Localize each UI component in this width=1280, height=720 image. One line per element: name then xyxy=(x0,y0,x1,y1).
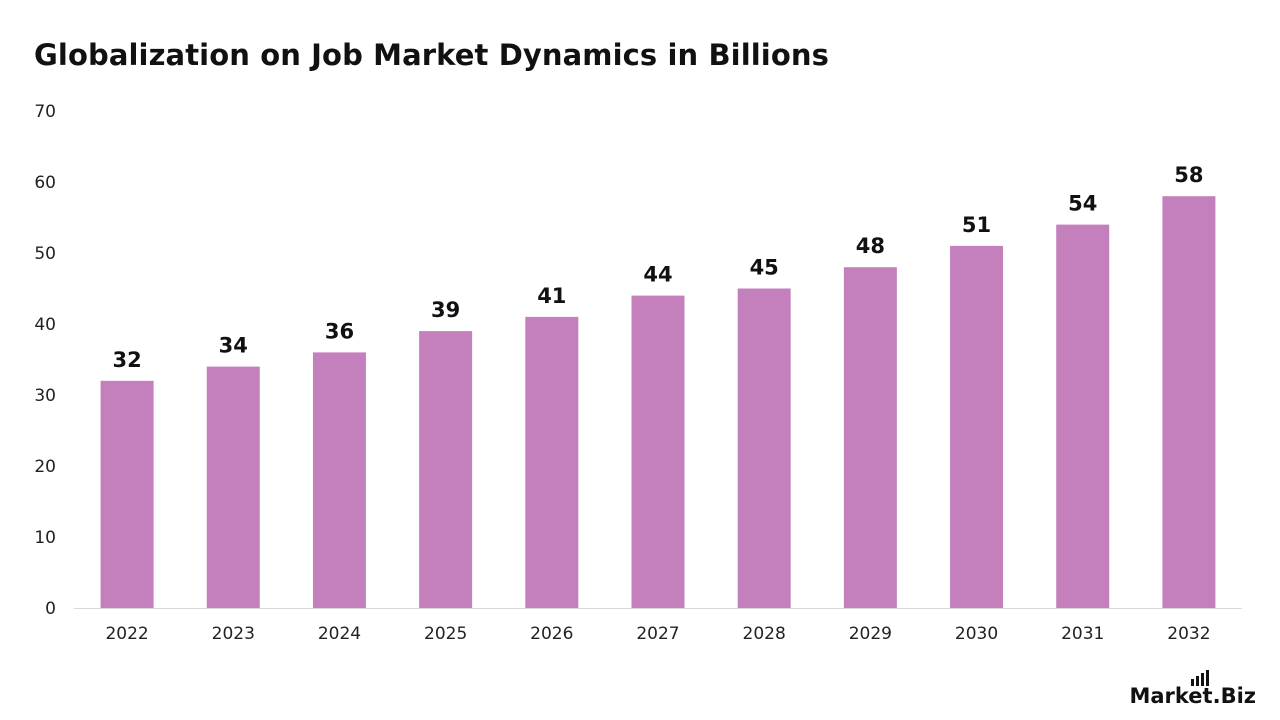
data-labels: 32 34 36 39 41 44 45 48 51 54 58 xyxy=(112,163,1203,372)
bar xyxy=(419,331,473,608)
y-tick-label: 50 xyxy=(34,244,56,264)
data-label: 34 xyxy=(219,334,248,358)
y-axis-ticks: 0 10 20 30 40 50 60 70 xyxy=(34,102,56,619)
x-axis-ticks: 2022 2023 2024 2025 2026 2027 2028 2029 2030 2031… xyxy=(105,624,1210,644)
bar xyxy=(631,295,685,608)
y-tick-label: 0 xyxy=(45,599,56,619)
x-tick-label: 2023 xyxy=(212,624,255,644)
x-tick-label: 2024 xyxy=(318,624,361,644)
data-label: 45 xyxy=(750,256,779,280)
x-tick-label: 2031 xyxy=(1061,624,1104,644)
bar xyxy=(100,380,154,608)
x-tick-label: 2025 xyxy=(424,624,467,644)
brand-name: Market.Biz xyxy=(1129,684,1256,708)
chart-title: Globalization on Job Market Dynamics in … xyxy=(34,38,829,72)
data-label: 44 xyxy=(643,263,672,287)
bar xyxy=(843,267,897,608)
bar-signal-icon xyxy=(1191,670,1210,686)
x-tick-label: 2026 xyxy=(530,624,573,644)
y-tick-label: 20 xyxy=(34,457,56,477)
bar xyxy=(1056,224,1110,608)
y-tick-label: 60 xyxy=(34,173,56,193)
data-label: 58 xyxy=(1174,163,1203,187)
x-tick-label: 2029 xyxy=(849,624,892,644)
y-tick-label: 30 xyxy=(34,386,56,406)
y-tick-label: 70 xyxy=(34,102,56,122)
bar xyxy=(525,316,579,608)
bars xyxy=(100,196,1216,608)
data-label: 41 xyxy=(537,284,566,308)
x-tick-label: 2030 xyxy=(955,624,998,644)
data-label: 48 xyxy=(856,234,885,258)
x-tick-label: 2028 xyxy=(743,624,786,644)
data-label: 54 xyxy=(1068,192,1097,216)
brand-logo: Market.Biz xyxy=(1129,670,1256,708)
x-tick-label: 2032 xyxy=(1167,624,1210,644)
x-tick-label: 2027 xyxy=(636,624,679,644)
y-tick-label: 40 xyxy=(34,315,56,335)
data-label: 36 xyxy=(325,319,354,343)
bar xyxy=(206,366,260,608)
bar xyxy=(1162,196,1216,608)
bar xyxy=(737,288,791,608)
bar xyxy=(950,245,1004,608)
y-tick-label: 10 xyxy=(34,528,56,548)
data-label: 39 xyxy=(431,298,460,322)
x-tick-label: 2022 xyxy=(105,624,148,644)
data-label: 51 xyxy=(962,213,991,237)
data-label: 32 xyxy=(112,348,141,372)
bar xyxy=(312,352,366,608)
